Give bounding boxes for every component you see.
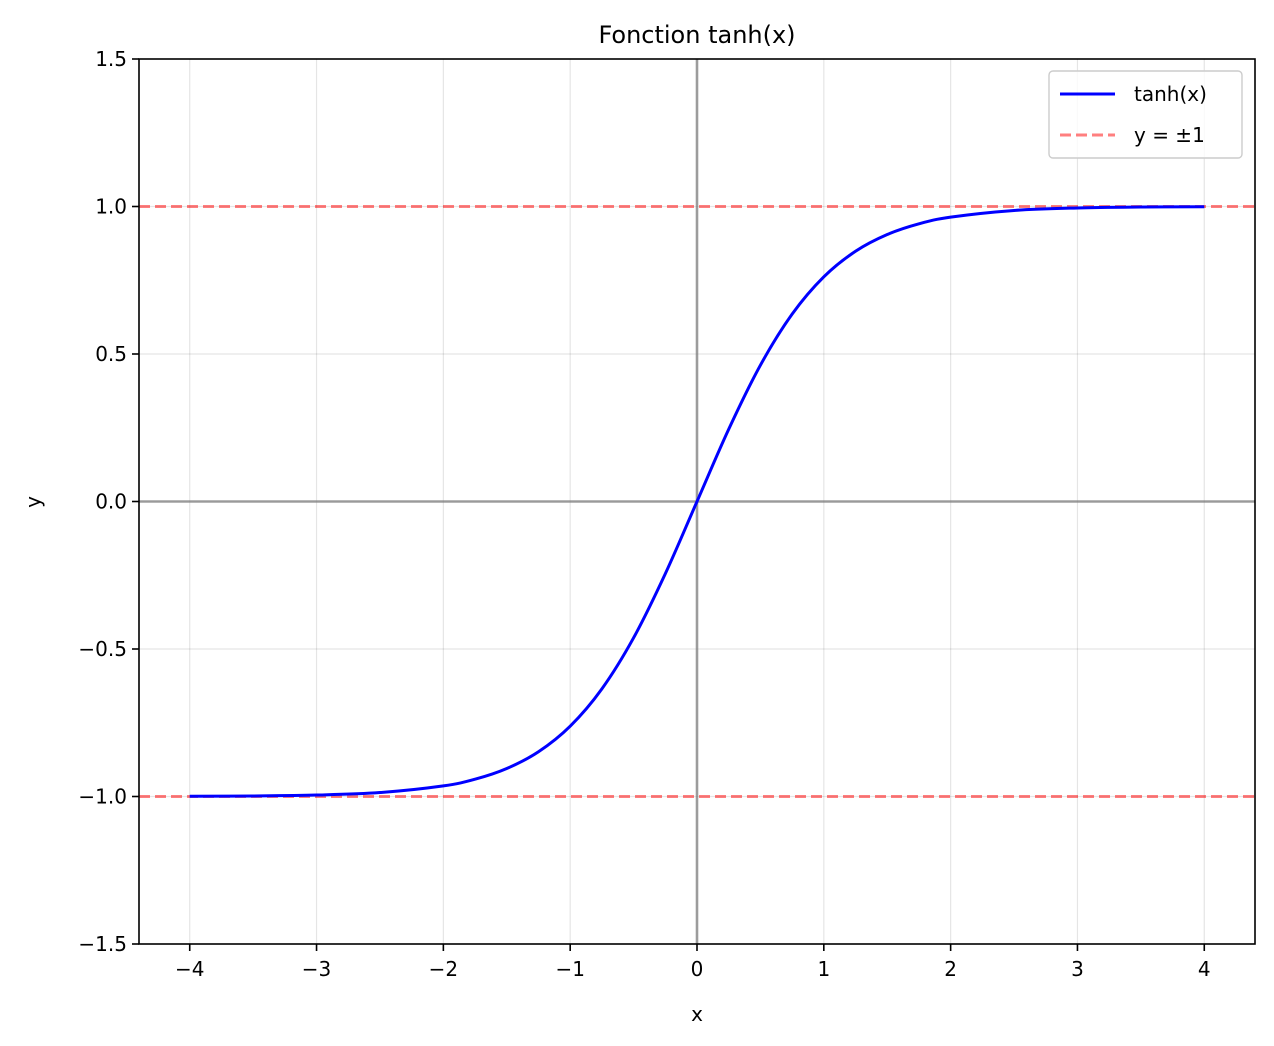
x-tick-label-7: 3 [1071,957,1084,981]
legend-label-tanh: tanh(x) [1134,82,1207,106]
legend-label-bounds: y = ±1 [1134,123,1205,147]
y-tick-label-5: 1.0 [95,195,127,219]
y-axis-label: y [21,496,45,508]
series-layer [139,205,1255,798]
x-tick-label-3: −1 [555,957,584,981]
series-line-tanh [189,205,1205,798]
y-tick-label-2: −0.5 [78,637,127,661]
y-axis-ticks: −1.5 −1.0 −0.5 0.0 0.5 1.0 1.5 [78,47,139,956]
y-tick-label-6: 1.5 [95,47,127,71]
x-axis-ticks: −4 −3 −2 −1 0 1 2 3 4 [175,944,1211,981]
x-tick-label-4: 0 [691,957,704,981]
x-tick-label-5: 1 [817,957,830,981]
y-tick-label-0: −1.5 [78,932,127,956]
x-tick-label-2: −2 [429,957,458,981]
x-tick-label-0: −4 [175,957,204,981]
x-axis-label: x [691,1002,703,1026]
x-tick-label-6: 2 [944,957,957,981]
legend: tanh(x) y = ±1 [1048,70,1243,159]
y-tick-label-3: 0.0 [95,490,127,514]
y-tick-label-4: 0.5 [95,342,127,366]
y-tick-label-1: −1.0 [78,785,127,809]
x-tick-label-8: 4 [1198,957,1211,981]
x-tick-label-1: −3 [302,957,331,981]
chart-title: Fonction tanh(x) [598,21,795,49]
